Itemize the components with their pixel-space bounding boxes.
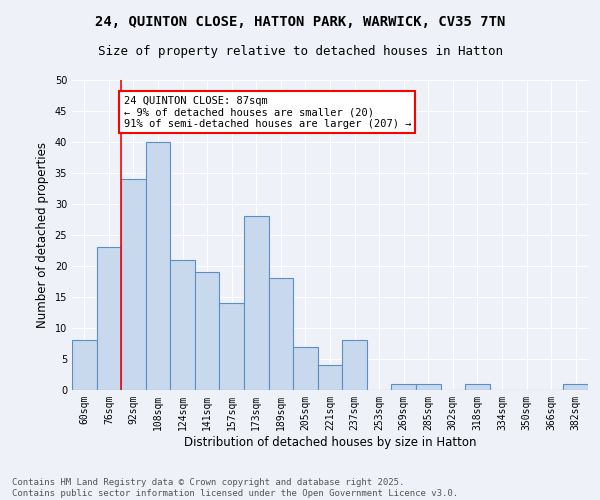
Bar: [220, 303, 244, 390]
Bar: [293, 346, 318, 390]
Bar: [269, 278, 293, 390]
Bar: [342, 340, 367, 390]
Bar: [318, 365, 342, 390]
Bar: [72, 340, 97, 390]
Bar: [465, 384, 490, 390]
Text: 24 QUINTON CLOSE: 87sqm
← 9% of detached houses are smaller (20)
91% of semi-det: 24 QUINTON CLOSE: 87sqm ← 9% of detached…: [124, 96, 411, 128]
Text: 24, QUINTON CLOSE, HATTON PARK, WARWICK, CV35 7TN: 24, QUINTON CLOSE, HATTON PARK, WARWICK,…: [95, 15, 505, 29]
Bar: [121, 179, 146, 390]
Bar: [97, 248, 121, 390]
Bar: [391, 384, 416, 390]
Y-axis label: Number of detached properties: Number of detached properties: [36, 142, 49, 328]
Bar: [195, 272, 220, 390]
Bar: [244, 216, 269, 390]
Bar: [416, 384, 440, 390]
Bar: [146, 142, 170, 390]
X-axis label: Distribution of detached houses by size in Hatton: Distribution of detached houses by size …: [184, 436, 476, 448]
Text: Contains HM Land Registry data © Crown copyright and database right 2025.
Contai: Contains HM Land Registry data © Crown c…: [12, 478, 458, 498]
Bar: [563, 384, 588, 390]
Bar: [170, 260, 195, 390]
Text: Size of property relative to detached houses in Hatton: Size of property relative to detached ho…: [97, 45, 503, 58]
